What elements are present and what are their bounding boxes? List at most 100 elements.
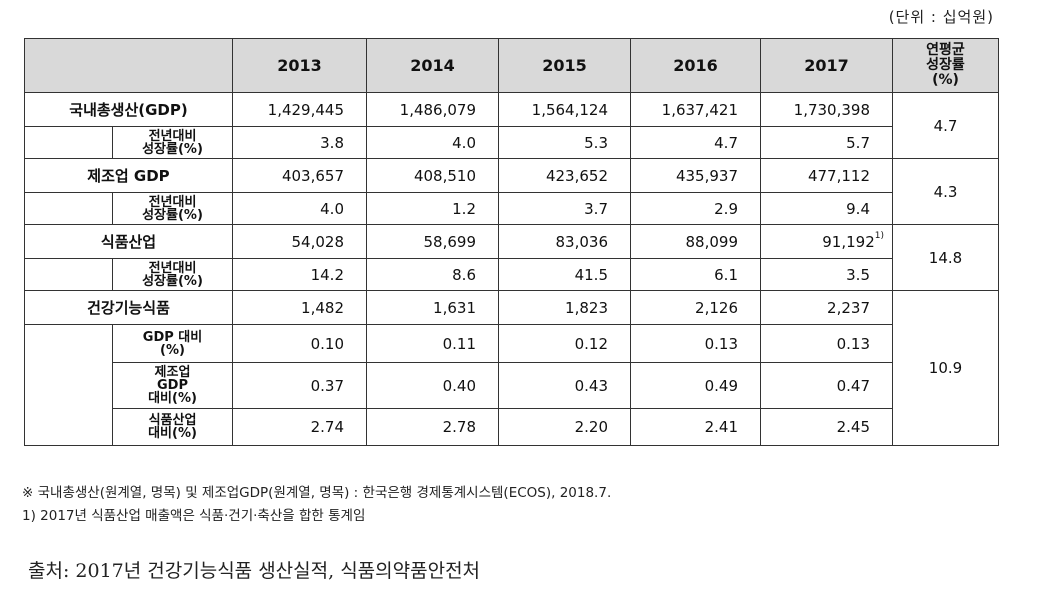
avg-growth-gdp: 4.7 (892, 92, 999, 159)
table-cell: 477,112 (760, 158, 893, 193)
indent-cell (24, 126, 113, 159)
table-row: 식품산업 54,028 58,699 83,036 88,099 91,1921… (24, 224, 999, 291)
row-label-gdp-growth: 전년대비 성장률(%) (112, 126, 233, 159)
table-cell: 1,730,398 (760, 92, 893, 127)
table-cell: 1,482 (232, 290, 367, 325)
table-cell: 3.7 (498, 192, 631, 225)
table-cell: 0.13 (630, 324, 761, 363)
avg-growth-food: 14.8 (892, 224, 999, 291)
avg-header-line: (%) (932, 72, 959, 88)
year-header: 2015 (498, 38, 631, 93)
row-label-food-growth: 전년대비 성장률(%) (112, 258, 233, 291)
footnotes: ※ 국내총생산(원계열, 명목) 및 제조업GDP(원계열, 명목) : 한국은… (22, 482, 611, 528)
table-cell: 88,099 (630, 224, 761, 259)
table-cell: 2,126 (630, 290, 761, 325)
table-cell: 4.7 (630, 126, 761, 159)
footnote-mark: 1) (874, 230, 884, 241)
table-cell: 1,564,124 (498, 92, 631, 127)
year-header: 2017 (760, 38, 893, 93)
table-cell: 0.11 (366, 324, 499, 363)
table-cell: 2.78 (366, 408, 499, 446)
table-row: 국내총생산(GDP) 1,429,445 1,486,079 1,564,124… (24, 92, 999, 159)
table-cell: 0.10 (232, 324, 367, 363)
table-cell: 8.6 (366, 258, 499, 291)
table-cell: 4.0 (232, 192, 367, 225)
table-cell: 2.41 (630, 408, 761, 446)
table-cell: 423,652 (498, 158, 631, 193)
table-cell: 0.47 (760, 362, 893, 409)
label-line: 대비(%) (148, 391, 197, 406)
label-line: 성장률(%) (142, 141, 203, 157)
table-row: 식품산업 대비(%) 2.74 2.78 2.20 2.41 2.45 (24, 408, 999, 446)
avg-growth-header: 연평균 성장률 (%) (892, 38, 999, 93)
table-cell: 3.5 (760, 258, 893, 291)
table-row: 전년대비 성장률(%) 3.8 4.0 5.3 4.7 5.7 (24, 126, 999, 159)
source-caption: 출처: 2017년 건강기능식품 생산실적, 식품의약품안전처 (28, 560, 481, 582)
table-cell: 408,510 (366, 158, 499, 193)
avg-header-line: 연평균 (926, 42, 965, 58)
indent-cell (24, 324, 113, 363)
indent-cell (24, 362, 113, 409)
table-cell: 91,1921) (760, 224, 893, 259)
food-2017-value: 91,192 (822, 232, 875, 251)
table-cell: 1.2 (366, 192, 499, 225)
table-cell: 1,637,421 (630, 92, 761, 127)
table-cell: 435,937 (630, 158, 761, 193)
table-cell: 0.49 (630, 362, 761, 409)
label-line: 전년대비 (148, 194, 197, 210)
header-blank-cell (24, 38, 233, 93)
table-cell: 1,823 (498, 290, 631, 325)
table-cell: 403,657 (232, 158, 367, 193)
table-cell: 4.0 (366, 126, 499, 159)
unit-label: (단위 : 십억원) (888, 8, 994, 26)
label-line: GDP 대비 (142, 329, 203, 345)
table-cell: 6.1 (630, 258, 761, 291)
footnote-1: 1) 2017년 식품산업 매출액은 식품·건기·축산을 합한 통계임 (22, 508, 366, 524)
label-line: 식품산업 (148, 413, 197, 428)
year-header: 2013 (232, 38, 367, 93)
footnote-source-note: ※ 국내총생산(원계열, 명목) 및 제조업GDP(원계열, 명목) : 한국은… (22, 485, 612, 501)
table-cell: 0.40 (366, 362, 499, 409)
table-cell: 58,699 (366, 224, 499, 259)
table-cell: 2,237 (760, 290, 893, 325)
table-cell: 14.2 (232, 258, 367, 291)
table-cell: 9.4 (760, 192, 893, 225)
header-row: 2013 2014 2015 2016 2017 연평균 성장률 (%) (24, 38, 999, 93)
label-line: (%) (160, 342, 185, 358)
year-header: 2014 (366, 38, 499, 93)
row-label-gdp: 국내총생산(GDP) (24, 92, 233, 127)
row-label-food: 식품산업 (24, 224, 233, 259)
label-line: 대비(%) (148, 426, 197, 441)
label-line: 제조업 (154, 365, 191, 380)
row-label-mfg: 제조업 GDP (24, 158, 233, 193)
table-cell: 3.8 (232, 126, 367, 159)
row-label-mfg-growth: 전년대비 성장률(%) (112, 192, 233, 225)
table-row: GDP 대비 (%) 0.10 0.11 0.12 0.13 0.13 (24, 324, 999, 363)
table-cell: 0.43 (498, 362, 631, 409)
table-cell: 2.9 (630, 192, 761, 225)
table-cell: 2.74 (232, 408, 367, 446)
indent-cell (24, 258, 113, 291)
year-header: 2016 (630, 38, 761, 93)
table-cell: 54,028 (232, 224, 367, 259)
table-cell: 2.20 (498, 408, 631, 446)
indent-cell (24, 408, 113, 446)
avg-growth-mfg: 4.3 (892, 158, 999, 225)
table-cell: 83,036 (498, 224, 631, 259)
table-cell: 41.5 (498, 258, 631, 291)
avg-header-line: 성장률 (926, 57, 965, 73)
row-label-health-mfg: 제조업 GDP 대비(%) (112, 362, 233, 409)
indent-cell (24, 192, 113, 225)
statistics-table: 2013 2014 2015 2016 2017 연평균 성장률 (%) 국내총… (24, 38, 999, 446)
label-line: 성장률(%) (142, 273, 203, 289)
table-row: 건강기능식품 1,482 1,631 1,823 2,126 2,237 10.… (24, 290, 999, 446)
table-row: 제조업 GDP 403,657 408,510 423,652 435,937 … (24, 158, 999, 225)
row-label-health-gdp: GDP 대비 (%) (112, 324, 233, 363)
row-label-health: 건강기능식품 (24, 290, 233, 325)
label-line: GDP (157, 378, 188, 393)
label-line: 전년대비 (148, 260, 197, 276)
table-cell: 1,631 (366, 290, 499, 325)
table-cell: 2.45 (760, 408, 893, 446)
table-cell: 5.3 (498, 126, 631, 159)
table-cell: 1,429,445 (232, 92, 367, 127)
